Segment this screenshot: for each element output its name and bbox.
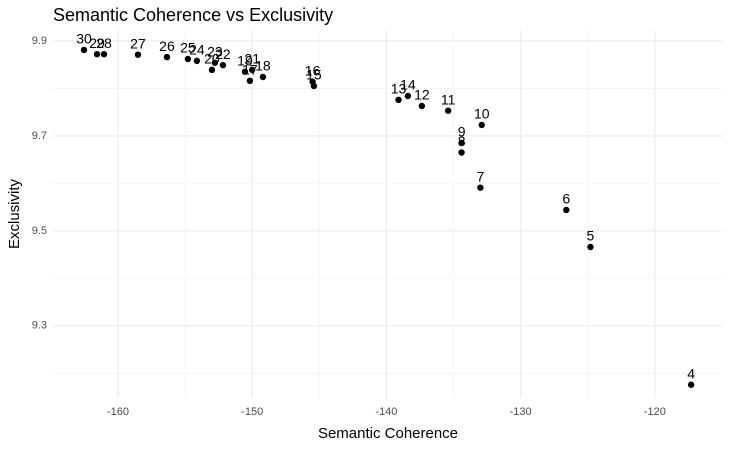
- point-label: 18: [255, 58, 271, 74]
- point-label: 4: [687, 365, 695, 381]
- point: [219, 61, 227, 69]
- y-tick-label: 9.9: [32, 35, 47, 47]
- point-label: 16: [305, 62, 321, 78]
- point: [259, 73, 267, 81]
- point-label: 17: [242, 62, 258, 78]
- point-label: 10: [474, 106, 490, 122]
- point-label: 27: [130, 35, 146, 51]
- point-label: 8: [458, 133, 466, 149]
- y-axis-label: Exclusivity: [6, 178, 23, 249]
- point-label: 25: [180, 40, 196, 56]
- point: [193, 57, 201, 65]
- point-label: 6: [562, 191, 570, 207]
- y-tick-label: 9.7: [32, 130, 47, 142]
- point: [687, 381, 695, 388]
- x-tick-label: -140: [375, 406, 397, 418]
- point-label: 30: [76, 31, 92, 47]
- point-label: 13: [391, 81, 407, 97]
- y-tick-label: 9.5: [32, 225, 47, 237]
- point-label: 19: [237, 52, 253, 68]
- point: [211, 59, 219, 66]
- point: [93, 51, 101, 58]
- x-axis-label: Semantic Coherence: [318, 425, 458, 442]
- point-label: 20: [204, 51, 220, 67]
- point-label: 15: [306, 67, 322, 83]
- point-label: 14: [400, 77, 416, 93]
- point-label: 28: [96, 35, 112, 51]
- chart-title: Semantic Coherence vs Exclusivity: [53, 5, 333, 25]
- point: [80, 46, 88, 54]
- point: [246, 77, 254, 85]
- point: [248, 66, 256, 74]
- point: [134, 51, 142, 58]
- point-label: 12: [414, 87, 430, 103]
- point: [587, 243, 594, 251]
- point-label: 22: [215, 46, 231, 62]
- point-label: 26: [159, 38, 175, 54]
- x-tick-label: -130: [510, 406, 532, 418]
- point: [184, 55, 192, 63]
- point: [100, 51, 108, 58]
- point: [208, 66, 216, 74]
- point: [458, 149, 465, 156]
- point-label: 21: [244, 51, 260, 67]
- point: [163, 53, 171, 61]
- point: [444, 107, 452, 114]
- point-label: 11: [441, 91, 456, 107]
- point: [395, 96, 402, 104]
- x-tick-label: -120: [644, 406, 666, 418]
- point: [310, 82, 318, 90]
- point-label: 5: [587, 228, 595, 244]
- x-tick-label: -150: [241, 406, 263, 418]
- point: [478, 121, 485, 129]
- point: [418, 102, 426, 110]
- point: [404, 92, 412, 100]
- point: [241, 68, 249, 75]
- point-label: 7: [476, 168, 484, 184]
- point-label: 9: [458, 124, 466, 140]
- point: [477, 184, 484, 191]
- point: [458, 139, 465, 147]
- x-tick-label: -160: [107, 406, 129, 418]
- y-tick-label: 9.3: [32, 320, 47, 332]
- point: [563, 206, 570, 214]
- point-label: 24: [189, 42, 205, 58]
- point-label: 29: [89, 35, 105, 51]
- point-label: 23: [207, 43, 223, 59]
